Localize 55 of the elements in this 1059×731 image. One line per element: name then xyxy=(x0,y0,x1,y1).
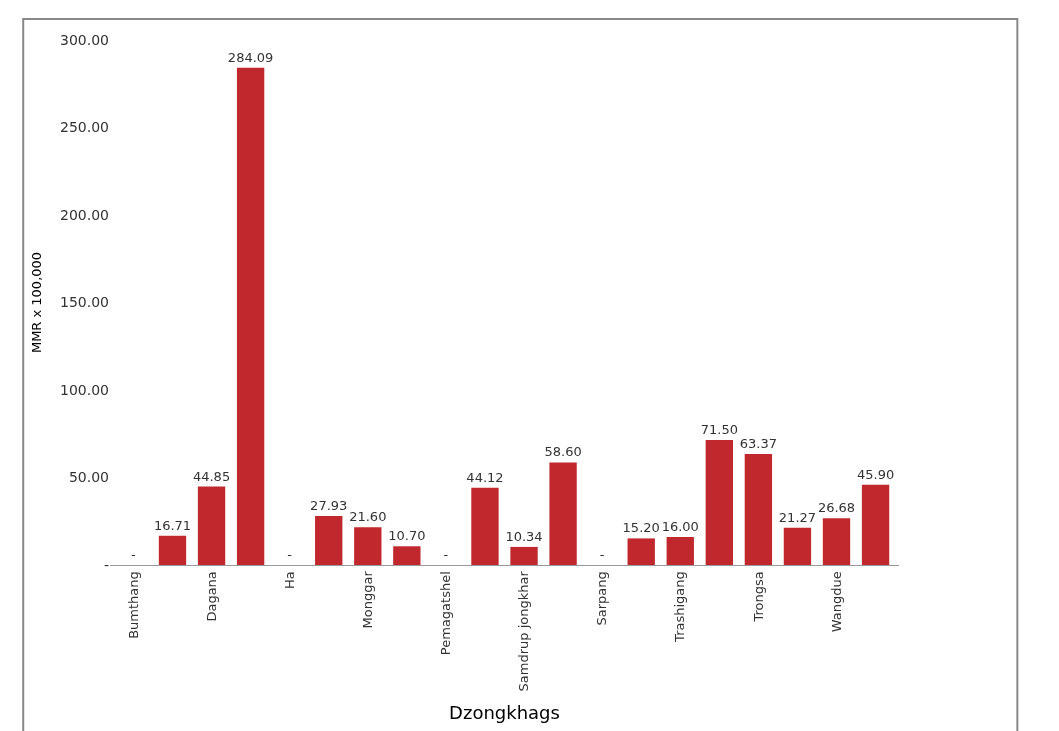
x-tick-label: Dagana xyxy=(203,571,219,622)
data-label: 71.50 xyxy=(700,421,738,437)
x-tick-label: Sarpang xyxy=(594,571,610,626)
data-label: 63.37 xyxy=(739,436,777,452)
y-tick-label: - xyxy=(103,556,109,573)
data-label: 58.60 xyxy=(544,444,582,460)
x-tick-label: Ha xyxy=(281,571,297,589)
bar xyxy=(393,546,421,565)
data-label: 15.20 xyxy=(622,520,660,536)
data-label: 284.09 xyxy=(227,49,274,65)
bar xyxy=(861,484,890,565)
bar xyxy=(822,518,851,565)
data-label: - xyxy=(443,547,449,562)
data-label: 45.90 xyxy=(856,466,895,482)
x-tick-label: Pemagatshel xyxy=(438,571,454,656)
data-label: 26.68 xyxy=(817,500,856,516)
data-label: 16.00 xyxy=(661,519,699,534)
x-tick-label: Trashigang xyxy=(672,571,688,643)
y-tick-label: 250.00 xyxy=(60,119,109,136)
x-tick-label: Wangdue xyxy=(828,571,844,633)
bar xyxy=(783,527,812,565)
data-label: 44.12 xyxy=(466,469,504,485)
data-label: - xyxy=(287,547,293,562)
y-tick-label: 100.00 xyxy=(60,381,109,398)
y-tick-label: 50.00 xyxy=(68,469,109,486)
bar xyxy=(627,538,655,565)
bar xyxy=(666,537,694,565)
bar xyxy=(471,487,499,565)
x-tick-label: Trongsa xyxy=(750,571,766,623)
y-tick-label: 200.00 xyxy=(60,206,109,223)
bar xyxy=(197,486,226,565)
data-label: 10.34 xyxy=(505,528,543,544)
y-tick-label: 150.00 xyxy=(60,294,109,311)
y-axis-title: MMR x 100,000 xyxy=(28,251,44,354)
bar xyxy=(354,527,382,565)
data-label: 21.27 xyxy=(778,509,817,525)
x-axis-title: Dzongkhags xyxy=(449,701,560,723)
x-tick-label: Bumthang xyxy=(125,571,141,639)
bar xyxy=(158,535,187,565)
data-label: 27.93 xyxy=(310,498,348,514)
x-tick-label: Samdrup jongkhar xyxy=(516,570,532,692)
data-label: - xyxy=(599,547,605,562)
bar xyxy=(705,439,733,565)
data-label: 16.71 xyxy=(153,517,192,533)
data-label: - xyxy=(130,547,136,562)
bar xyxy=(744,454,773,565)
data-label: 21.60 xyxy=(349,509,387,525)
bar xyxy=(549,462,577,565)
bar xyxy=(510,546,538,565)
bar xyxy=(315,516,343,565)
y-tick-label: 300.00 xyxy=(60,31,109,48)
data-label: 10.70 xyxy=(388,528,426,544)
bar xyxy=(236,67,265,565)
data-label: 44.85 xyxy=(192,468,231,484)
x-tick-label: Monggar xyxy=(360,570,376,629)
